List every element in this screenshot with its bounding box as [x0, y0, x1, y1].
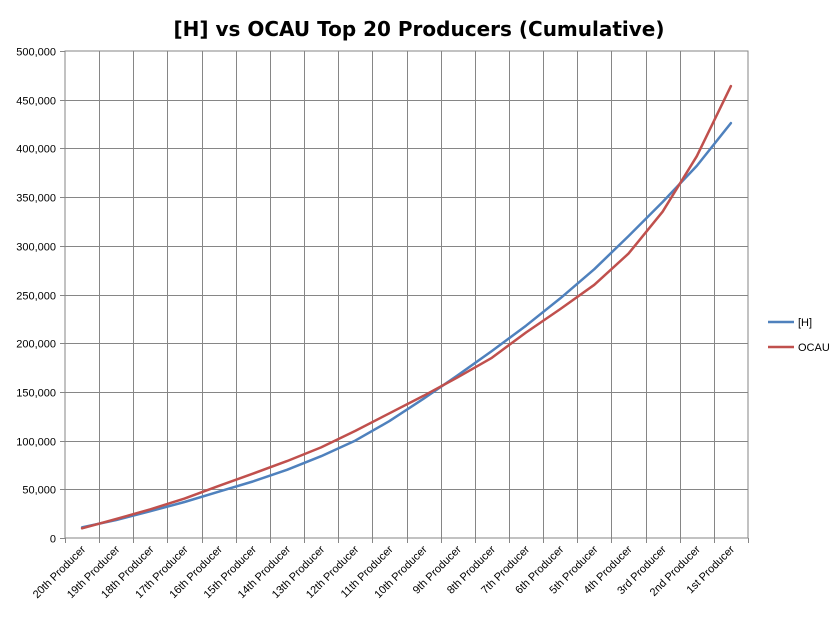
- y-tick-label: 350,000: [16, 193, 56, 205]
- legend: [H] OCAU: [768, 317, 830, 354]
- y-axis-ticks: 0 50,000 100,000 150,000 200,000 250,000 300,0…: [16, 47, 56, 546]
- legend-label: [H]: [798, 317, 812, 329]
- y-tick-label: 200,000: [16, 339, 56, 351]
- y-tick-label: 300,000: [16, 242, 56, 254]
- series-line-ocau: [80, 84, 733, 530]
- y-tick-label: 0: [50, 534, 56, 546]
- y-tick-label: 100,000: [16, 437, 56, 449]
- series-line-h: [80, 121, 733, 529]
- y-tick-label: 50,000: [22, 485, 56, 497]
- y-tick-label: 400,000: [16, 144, 56, 156]
- legend-label: OCAU: [798, 342, 830, 354]
- axes: [60, 50, 749, 543]
- y-tick-label: 250,000: [16, 291, 56, 303]
- y-tick-label: 450,000: [16, 96, 56, 108]
- series-lines: [80, 84, 733, 530]
- grid: [65, 51, 748, 538]
- y-tick-label: 150,000: [16, 388, 56, 400]
- y-tick-label: 500,000: [16, 47, 56, 59]
- chart-title: [H] vs OCAU Top 20 Producers (Cumulative…: [173, 17, 664, 41]
- plot-area: [64, 50, 749, 539]
